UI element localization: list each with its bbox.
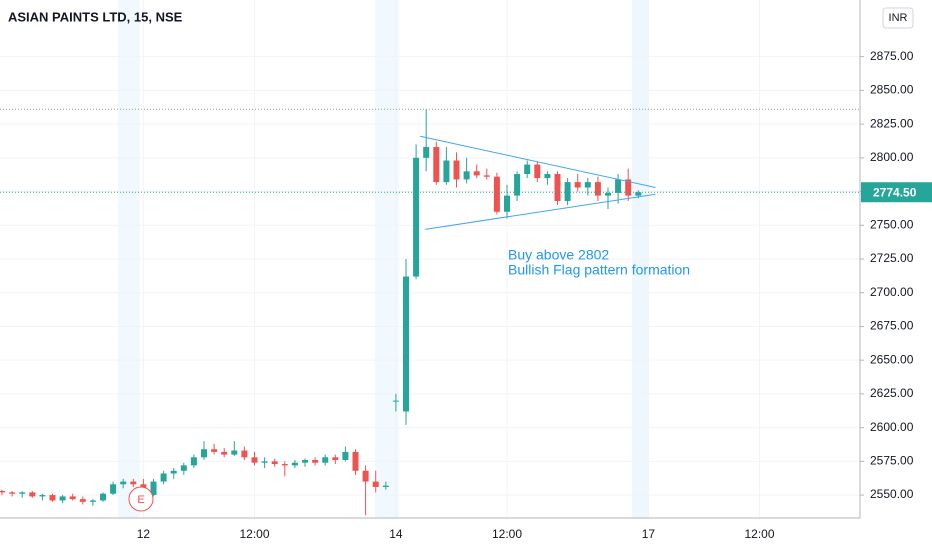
candle-body	[160, 473, 167, 482]
last-price-box	[861, 182, 932, 203]
candle-body	[150, 481, 157, 496]
candle-body	[362, 470, 369, 482]
candle-body	[564, 182, 571, 201]
y-tick-label: 2725.00	[870, 251, 914, 265]
candle-body	[625, 179, 632, 196]
candle-body	[584, 182, 591, 188]
candle-body	[493, 176, 500, 212]
x-tick-label: 12:00	[492, 527, 522, 541]
x-tick-label: 17	[642, 527, 656, 541]
y-tick-label: 2750.00	[870, 217, 914, 231]
candle-body	[9, 492, 16, 494]
trendline	[425, 193, 656, 230]
candle-body	[423, 147, 430, 158]
candle-body	[574, 182, 581, 188]
y-tick-label: 2575.00	[870, 454, 914, 468]
candle-body	[504, 195, 510, 212]
candle-body	[392, 400, 399, 402]
candle-body	[221, 451, 228, 455]
candle-body	[332, 457, 339, 460]
candle-body	[453, 160, 460, 180]
candle-body	[271, 461, 278, 465]
candle-body	[322, 457, 329, 463]
y-tick-label: 2825.00	[870, 116, 914, 130]
candle-body	[190, 457, 197, 466]
y-tick-label: 2650.00	[870, 352, 914, 366]
candle-body	[0, 491, 5, 493]
candle-body	[130, 481, 137, 485]
candle-body	[473, 171, 480, 176]
grid	[0, 0, 860, 518]
candle-body	[89, 500, 96, 502]
candle-body	[100, 493, 106, 501]
earnings-marker[interactable]	[128, 486, 154, 512]
y-tick-label: 2550.00	[870, 487, 914, 501]
y-tick-label: 2625.00	[870, 386, 914, 400]
candle-body	[180, 465, 187, 471]
x-tick-label: 12	[137, 527, 151, 541]
y-tick-label: 2875.00	[870, 49, 914, 63]
currency-box[interactable]	[882, 7, 914, 29]
candle-body	[241, 450, 248, 458]
candle-body	[49, 495, 56, 501]
candle-body	[413, 157, 420, 277]
y-tick-label: 2850.00	[870, 83, 914, 97]
candle-body	[433, 147, 440, 183]
candle-body	[110, 484, 117, 494]
candle-body	[170, 470, 177, 474]
candle-body	[605, 192, 611, 196]
candle-body	[342, 451, 349, 460]
currency[interactable]: INR	[889, 12, 908, 24]
candles	[0, 109, 642, 516]
candle-body	[483, 175, 490, 177]
candle-body	[201, 449, 207, 458]
candle-body	[403, 276, 409, 412]
y-tick-label: 2700.00	[870, 285, 914, 299]
candle-body	[211, 449, 218, 452]
candle-body	[352, 451, 359, 471]
trendline	[420, 135, 656, 188]
y-tick-label: 2600.00	[870, 420, 914, 434]
earnings-label[interactable]: E	[137, 494, 144, 506]
candle-body	[615, 179, 622, 193]
candle-body	[291, 462, 298, 466]
candle-body	[443, 160, 450, 183]
candle-body	[635, 192, 642, 196]
x-tick-label: 12:00	[744, 527, 774, 541]
candle-body	[281, 464, 288, 466]
candle-body	[594, 182, 601, 196]
candle-body	[534, 164, 541, 179]
last-price-label: 2774.50	[873, 185, 917, 199]
candle-body	[302, 459, 308, 463]
annotation: Buy above 2802	[508, 247, 609, 263]
candle-body	[463, 171, 470, 180]
x-tick-label: 14	[389, 527, 403, 541]
chart-title: ASIAN PAINTS LTD, 15, NSE	[8, 9, 183, 24]
candle-body	[231, 450, 238, 455]
candle-body	[372, 481, 379, 487]
candle-body	[251, 457, 258, 463]
candle-body	[261, 461, 268, 463]
candle-body	[554, 174, 561, 201]
candle-body	[79, 499, 86, 502]
x-tick-label: 12:00	[239, 527, 269, 541]
candle-body	[514, 174, 521, 196]
candle-body	[524, 164, 531, 175]
candle-body	[312, 459, 319, 463]
annotation: Bullish Flag pattern formation	[508, 262, 690, 278]
y-tick-label: 2800.00	[870, 150, 914, 164]
candle-body	[120, 481, 127, 485]
candle-body	[382, 485, 389, 487]
candle-body	[544, 174, 551, 179]
candle-body	[39, 495, 46, 497]
candle-body	[59, 496, 66, 501]
candle-body	[19, 492, 26, 494]
y-tick-label: 2675.00	[870, 319, 914, 333]
candle-body	[29, 492, 36, 497]
candle-body	[69, 496, 76, 500]
